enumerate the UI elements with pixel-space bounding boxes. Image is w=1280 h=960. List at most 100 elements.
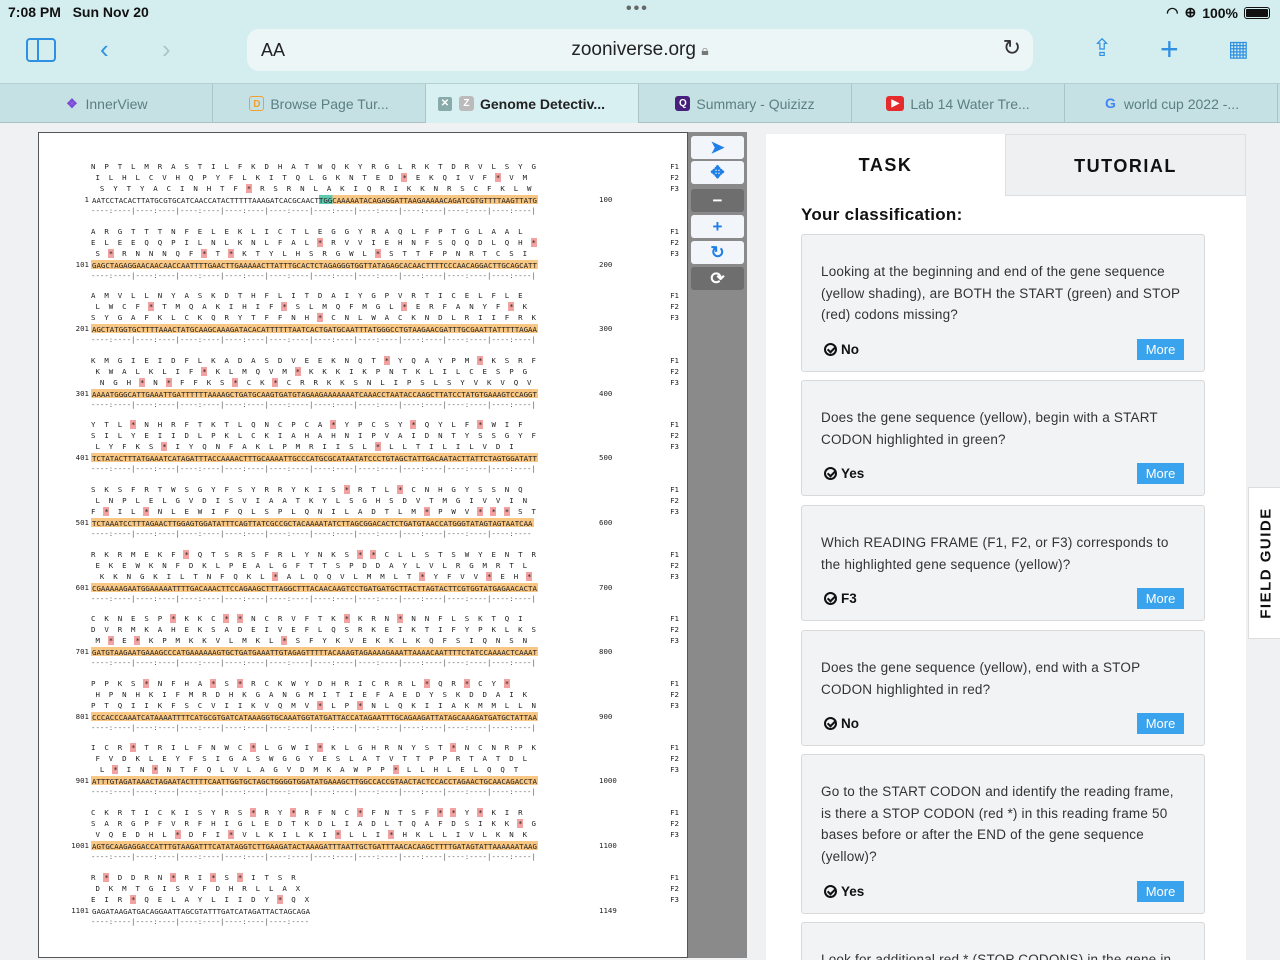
nucleotide-sequence: TCTAAATCCTTTAGAACTTGGAGTGGATATTTCAGTTATC…: [91, 518, 534, 528]
amino-acid-text: E L E E Q Q P I L N L K N L F A L * R V …: [91, 237, 536, 247]
start-position: 501: [75, 518, 89, 527]
amino-acid-text: M * E * K P M K K V L M K L * S F Y K V …: [91, 636, 528, 646]
more-button[interactable]: More: [1137, 339, 1184, 360]
frame-row-f1: R * D D R N * R I * S * I T S R F1: [39, 872, 679, 883]
end-position: 1149: [599, 905, 617, 915]
frame-row-f2: L N P L E L G V D I S V I A A T K Y L S …: [39, 495, 679, 506]
forward-button[interactable]: ›: [162, 34, 171, 64]
sequence-block: A M V L L N Y A S K D T H F L I T D A I …: [39, 290, 679, 345]
stop-codon-highlight: [526, 571, 533, 581]
reload-icon[interactable]: ↻: [1002, 35, 1021, 60]
end-position: 600: [599, 518, 613, 527]
share-icon[interactable]: ⇪: [1092, 35, 1113, 62]
frame-row-f3: L Y F K S * I Y Q N F A K L P M R I I S …: [39, 441, 679, 452]
tab-genome-detective[interactable]: ✕ Z Genome Detectiv...: [426, 84, 639, 123]
frame-row-f2: S A R G P F V R F H I G L E D T K D L I …: [39, 818, 679, 829]
more-button[interactable]: More: [1137, 881, 1184, 902]
start-position: 1: [84, 195, 89, 204]
stop-codon-highlight: [374, 442, 381, 452]
end-position: 900: [599, 711, 613, 721]
address-bar[interactable]: AA zooniverse.org 🔒︎ ↻: [247, 29, 1033, 71]
frame-label: F3: [670, 507, 679, 516]
stop-codon-highlight: [134, 636, 141, 646]
position-ruler: ----:----|----:----|----:----|----:----|…: [91, 206, 536, 215]
stop-codon-highlight: [477, 808, 484, 817]
answer: Yes: [824, 884, 864, 899]
frame-label: F1: [670, 420, 679, 430]
position-ruler: ----:----|----:----|----:----|----:----|…: [91, 852, 536, 861]
pointer-tool-icon[interactable]: ➤: [691, 136, 744, 159]
frame-row-f1: R K R M E K F * Q T S R S F R L Y N K S …: [39, 549, 679, 560]
tab-task[interactable]: TASK: [858, 155, 913, 175]
nucleotide-sequence: AAAATGGGCATTGAAATTGATTTTTTAAAAGCTGATGCAA…: [91, 388, 538, 399]
reset-view-icon[interactable]: ⟳: [691, 267, 744, 290]
start-position: 1001: [71, 841, 89, 850]
sequence-viewer[interactable]: N P T L M R A S T I L F K D H A T W Q K …: [38, 132, 688, 958]
check-circle-icon: [824, 467, 837, 480]
tab-quizizz[interactable]: Q Summary - Quizizz: [639, 84, 852, 123]
stop-codon-highlight: [161, 442, 168, 452]
nucleotide-row: 401 TCTATACTTTATGAAATCATAGATTTACCAAAACTTT…: [39, 452, 679, 463]
frame-row-f1: I C R * T R I L F N W C * L G W I * K L …: [39, 742, 679, 753]
stop-codon-highlight: [201, 248, 208, 258]
stop-codon-highlight: [374, 248, 381, 258]
tab-browse-page[interactable]: D Browse Page Tur...: [213, 84, 426, 123]
frame-label: F3: [670, 184, 679, 193]
position-ruler: ----:----|----:----|----:----|----:----|…: [91, 722, 536, 732]
frame-row-f1: C K R T I C K I S Y R S * R Y * R F N C …: [39, 807, 679, 818]
close-tab-icon[interactable]: ✕: [438, 96, 452, 111]
stop-codon-highlight: [165, 377, 172, 387]
start-position: 601: [75, 582, 89, 592]
amino-acid-text: N P T L M R A S T I L F K D H A T W Q K …: [91, 162, 536, 171]
sidebar-toggle-icon[interactable]: [26, 38, 56, 62]
ruler-row: ----:----|----:----|----:----|----:----|…: [39, 851, 679, 862]
new-tab-icon[interactable]: +: [1160, 31, 1179, 67]
stop-codon-highlight: [419, 571, 426, 581]
stop-codon-highlight: [201, 366, 208, 376]
frame-label: F1: [670, 614, 679, 624]
frame-label: F3: [670, 830, 679, 839]
stop-codon-highlight: [401, 302, 408, 312]
back-button[interactable]: ‹: [100, 34, 109, 64]
nucleotide-sequence: GATGTAAGAATGAAAGCCCATGAAAAAAGTGCTGATGAAA…: [91, 647, 538, 658]
more-button[interactable]: More: [1137, 588, 1184, 609]
move-tool-icon[interactable]: ✥: [691, 161, 744, 184]
amino-acid-text: N G H * N * F F K S * C K * C R R K K S …: [91, 377, 532, 387]
more-button[interactable]: More: [1137, 463, 1184, 484]
tab-lab14[interactable]: ▶ Lab 14 Water Tre...: [852, 84, 1065, 123]
stop-codon-highlight: [276, 894, 283, 904]
end-position: 700: [599, 582, 613, 592]
more-button[interactable]: More: [1137, 713, 1184, 734]
nucleotide-sequence: AATCCTACACTTATGCGTGCATCAACCATACTTTTTAAAG…: [91, 195, 538, 205]
field-guide-tab[interactable]: FIELD GUIDE: [1248, 487, 1280, 639]
stop-codon-highlight: [517, 819, 524, 828]
rotate-icon[interactable]: ↻: [691, 241, 744, 264]
tab-tutorial[interactable]: TUTORIAL: [1005, 134, 1246, 196]
frame-label: F1: [670, 226, 679, 236]
frame-label: F2: [670, 237, 679, 247]
frame-label: F2: [670, 819, 679, 828]
viewer-toolbar: ➤ ✥ − + ↻ ⟳: [688, 132, 747, 958]
end-position: 1000: [599, 776, 617, 786]
zoom-in-icon[interactable]: +: [691, 215, 744, 238]
amino-acid-text: S I L Y E I I D L P K L C K I A H A H N …: [91, 431, 536, 441]
tab-overview-icon[interactable]: ▦: [1228, 36, 1249, 61]
frame-row-f2: S I L Y E I I D L P K L C K I A H A H N …: [39, 430, 679, 441]
question-text: Looking at the beginning and end of the …: [821, 264, 1181, 322]
frame-label: F2: [670, 689, 679, 699]
multitasking-dots-icon[interactable]: •••: [626, 0, 649, 17]
frame-label: F1: [670, 355, 679, 365]
nucleotide-row: 701 GATGTAAGAATGAAAGCCCATGAAAAAAGTGCTGATG…: [39, 646, 679, 657]
ruler-row: ----:----|----:----|----:----|----:----|…: [39, 722, 679, 733]
frame-row-f1: K M G I E I D F L K A D A S D V E E K N …: [39, 355, 679, 366]
battery-icon: [1244, 6, 1270, 19]
zoom-out-icon[interactable]: −: [691, 189, 744, 212]
end-position: 800: [599, 647, 613, 657]
text-size-button[interactable]: AA: [261, 40, 286, 60]
wifi-icon: ◠: [1166, 4, 1179, 20]
tab-innerview[interactable]: ❖ InnerView: [0, 84, 213, 123]
stop-codon-highlight: [477, 355, 484, 365]
orientation-lock-icon: ⊕: [1184, 4, 1197, 20]
quizizz-favicon-icon: Q: [675, 96, 691, 111]
